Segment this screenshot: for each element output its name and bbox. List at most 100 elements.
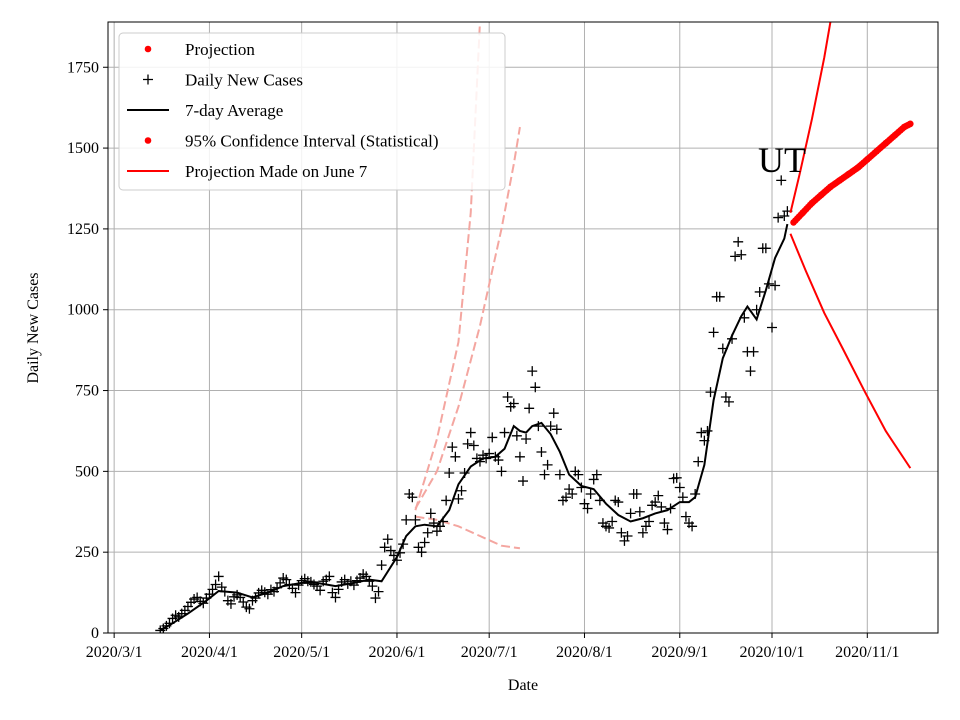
daily-case-point [754, 286, 765, 297]
daily-case-point [613, 497, 624, 508]
axes: 2020/3/1 2020/4/1 2020/5/1 2020/6/1 2020/7/1… [67, 59, 899, 661]
y-tick-label: 0 [91, 625, 99, 642]
y-tick-label: 1500 [67, 140, 99, 157]
daily-case-point [407, 492, 418, 503]
daily-case-point [453, 493, 464, 504]
y-tick-label: 250 [75, 544, 99, 561]
legend-marker-dot [144, 45, 152, 53]
daily-case-point [376, 560, 387, 571]
daily-case-point [324, 571, 335, 582]
legend-label: Projection [185, 40, 255, 59]
legend-box [118, 32, 506, 191]
y-tick-label: 1250 [67, 221, 99, 238]
daily-case-point [382, 534, 393, 545]
legend-marker-plus [143, 74, 153, 85]
daily-case-point [539, 469, 550, 480]
legend-label: Daily New Cases [185, 71, 303, 90]
daily-case-point [419, 537, 430, 548]
x-axis-label: Date [508, 677, 538, 694]
legend-marker-dot [144, 137, 152, 144]
daily-case-point [650, 497, 661, 508]
daily-case-point [776, 175, 787, 186]
daily-case-point [644, 516, 655, 527]
daily-case-point [748, 346, 759, 357]
daily-case-point [548, 408, 559, 419]
daily-case-point [687, 521, 698, 532]
daily-case-point [514, 451, 525, 462]
daily-case-point [582, 503, 593, 514]
daily-case-point [496, 466, 507, 477]
daily-case-point [315, 585, 326, 596]
daily-case-point [674, 482, 685, 493]
x-tick-label: 2020/8/1 [556, 644, 613, 661]
projection-point [907, 120, 914, 128]
daily-case-point [502, 392, 513, 403]
daily-case-point [767, 322, 777, 333]
daily-case-point [225, 598, 236, 609]
daily-case-point [210, 579, 221, 590]
daily-case-point [499, 427, 510, 438]
x-tick-label: 2020/7/1 [461, 644, 518, 661]
daily-case-point [637, 527, 648, 538]
seven-day-average-line [159, 223, 789, 632]
daily-case-point [367, 581, 378, 592]
daily-case-point [634, 506, 645, 517]
daily-case-point [530, 382, 541, 393]
daily-case-point [238, 596, 249, 607]
daily-case-point [760, 243, 771, 254]
daily-case-point [527, 366, 538, 377]
legend: Projection Daily New Cases 7-day Average 95… [118, 32, 506, 191]
daily-case-point [745, 366, 756, 377]
daily-case-point [656, 501, 667, 512]
daily-case-point [511, 430, 522, 441]
daily-case-point [733, 236, 744, 247]
daily-case-point [462, 438, 473, 449]
plot-frame [107, 21, 939, 634]
daily-case-point [542, 459, 553, 470]
x-tick-label: 2020/5/1 [273, 644, 330, 661]
daily-case-point [773, 212, 784, 223]
x-tick-label: 2020/11/1 [835, 644, 899, 661]
daily-case-point [616, 527, 627, 538]
x-tick-label: 2020/3/1 [86, 644, 143, 661]
x-tick-label: 2020/9/1 [651, 644, 708, 661]
daily-case-point [441, 495, 452, 506]
daily-case-point [625, 508, 636, 519]
daily-case-point [422, 527, 433, 538]
daily-case-point [659, 518, 670, 529]
daily-case-point [604, 522, 615, 533]
june7-projection-line [414, 126, 521, 510]
daily-case-point [585, 488, 596, 499]
daily-case-point [444, 467, 455, 478]
y-tick-label: 500 [75, 463, 99, 480]
daily-case-point [244, 603, 255, 614]
daily-case-point [622, 531, 633, 542]
daily-case-point [696, 427, 707, 438]
daily-case-point [370, 593, 381, 604]
daily-case-point [680, 511, 691, 522]
daily-case-point [554, 469, 565, 480]
daily-case-point [521, 434, 532, 445]
daily-case-point [213, 571, 224, 582]
daily-case-point [401, 514, 412, 525]
daily-case-point [551, 424, 562, 435]
daily-case-point [708, 327, 719, 338]
daily-case-point [465, 427, 476, 438]
plot-area [155, 22, 914, 633]
daily-case-point [330, 592, 341, 603]
daily-case-point [693, 456, 704, 467]
x-tick-label: 2020/10/1 [740, 644, 805, 661]
daily-case-point [736, 249, 747, 260]
daily-case-point [450, 451, 461, 462]
daily-case-point [456, 485, 467, 496]
legend-label: 95% Confidence Interval (Statistical) [185, 132, 439, 151]
chart-annotation: UT [758, 140, 806, 180]
daily-case-point [671, 472, 682, 483]
daily-case-point [493, 455, 504, 466]
daily-case-point [607, 516, 618, 527]
daily-case-point [573, 469, 584, 480]
daily-case-point [730, 251, 741, 262]
daily-case-point [662, 524, 673, 535]
daily-case-point [567, 488, 578, 499]
daily-case-point [425, 508, 436, 519]
